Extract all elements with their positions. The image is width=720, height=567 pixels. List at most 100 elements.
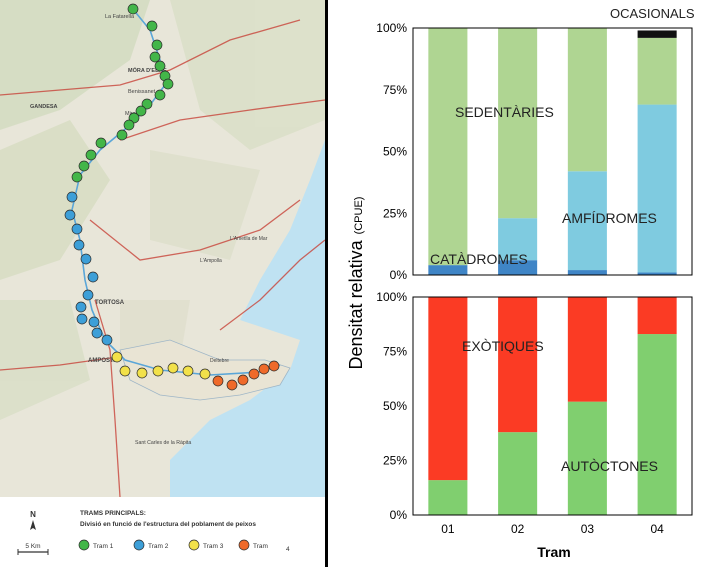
bar-segment [637,334,677,515]
chart-origin: 0% 25% 50% 75% 100% 01 02 03 04 EXÒTIQUES AUTÒCTON… [376,290,693,536]
bar-segment [498,218,538,261]
sampling-point-marker [152,365,164,377]
place-label: L'Ametlla de Mar [230,236,268,242]
svg-text:Densitat relativa(CPUE): Densitat relativa (CPUE) [346,197,366,370]
bar-segment [567,28,607,172]
plot-frame [412,296,693,516]
legend-marker [78,539,90,551]
y-tick-label: 50% [383,145,407,159]
legend-extra-label: 4 [286,546,290,553]
bar-segment [498,28,538,219]
map-terrain [0,0,325,420]
bar-segment [567,297,607,402]
sampling-point-marker [76,313,88,325]
series-annotation: EXÒTIQUES [462,338,544,354]
bar-segment [428,265,468,275]
sampling-point-marker [135,105,147,117]
bar-segment [567,270,607,275]
sampling-point-marker [123,119,135,131]
series-annotation: SEDENTÀRIES [455,104,554,120]
legend-items: Tram 1 Tram 2 Tram 3 Tram 4 [78,539,290,553]
sampling-point-marker [268,360,280,372]
sampling-point-marker [127,3,139,15]
x-tick-label: 04 [650,522,664,536]
panel-divider [325,0,328,567]
north-arrow-icon [30,520,36,530]
sampling-point-marker [151,39,163,51]
legend-marker [188,539,200,551]
sampling-point-marker [80,253,92,265]
place-label: TORTOSA [95,300,125,306]
sampling-point-marker [101,334,113,346]
sampling-point-marker [119,365,131,377]
x-tick-label: 01 [441,522,455,536]
legend-label: Tram 2 [148,543,169,550]
bar-segment [637,30,677,38]
sampling-point-marker [149,51,161,63]
sampling-point-marker [212,375,224,387]
bar-segment [428,297,468,481]
sampling-point-marker [64,209,76,221]
y-tick-label: 75% [383,345,407,359]
sampling-point-marker [226,379,238,391]
sea-area [170,140,325,497]
place-label: Deltebre [210,358,229,364]
series-annotation: AUTÒCTONES [561,458,658,474]
place-label: GANDESA [30,104,58,110]
place-label: L'Ampolla [200,258,222,264]
bar-segment [498,297,538,433]
sampling-point-marker [82,289,94,301]
sampling-point-marker [85,149,97,161]
bar-segment [567,171,607,271]
sampling-point-marker [154,60,166,72]
sampling-point-marker [75,301,87,313]
sampling-point-marker [154,89,166,101]
x-tick-label: 03 [581,522,595,536]
sampling-point-marker [136,367,148,379]
sampling-point-marker [199,368,211,380]
sampling-point-marker [88,316,100,328]
plot-frame [412,27,693,276]
x-tick-label: 02 [511,522,525,536]
sampling-point-marker [167,362,179,374]
y-axis-unit: (CPUE) [353,197,365,235]
sampling-point-marker [71,223,83,235]
y-tick-label: 100% [376,290,407,304]
y-axis-title: Densitat relativa [346,239,366,369]
sampling-point-marker [66,191,78,203]
legend-label: Tram 3 [203,543,224,550]
sampling-point-marker [71,171,83,183]
legend-label: Tram [253,543,268,550]
place-label: Sant Carles de la Ràpita [135,440,191,446]
legend-label: Tram 1 [93,543,114,550]
y-tick-label: 0% [390,268,408,282]
sampling-point-marker [116,129,128,141]
y-tick-label: 25% [383,206,407,220]
legend-background [0,497,325,567]
series-annotation: AMFÍDROMES [562,210,657,226]
y-tick-label: 100% [376,21,407,35]
legend-marker [133,539,145,551]
sampling-point-marker [258,363,270,375]
sampling-point-marker [91,327,103,339]
sampling-point-marker [111,351,123,363]
y-tick-label: 50% [383,399,407,413]
chart-panel: Densitat relativa (CPUE) 0% 25% 50% 75% 100% S… [346,6,695,560]
bar-segment [428,480,468,515]
north-label: N [30,510,36,519]
y-tick-label: 75% [383,83,407,97]
bar-segment [428,28,468,266]
sampling-point-marker [141,98,153,110]
map-legend: N 5 Km TRAMS PRINCIPALS: Divisió en func… [0,497,325,567]
sampling-point-marker [182,365,194,377]
bar-segment [637,272,677,275]
bar-segment [637,104,677,273]
series-annotation: OCASIONALS [610,6,695,21]
y-tick-label: 25% [383,454,407,468]
map-roads [0,19,326,498]
place-label: MÓRA D'EBRE [128,66,167,74]
bar-segment [498,432,538,515]
bar-segment [637,297,677,335]
bar-segment [567,401,607,515]
